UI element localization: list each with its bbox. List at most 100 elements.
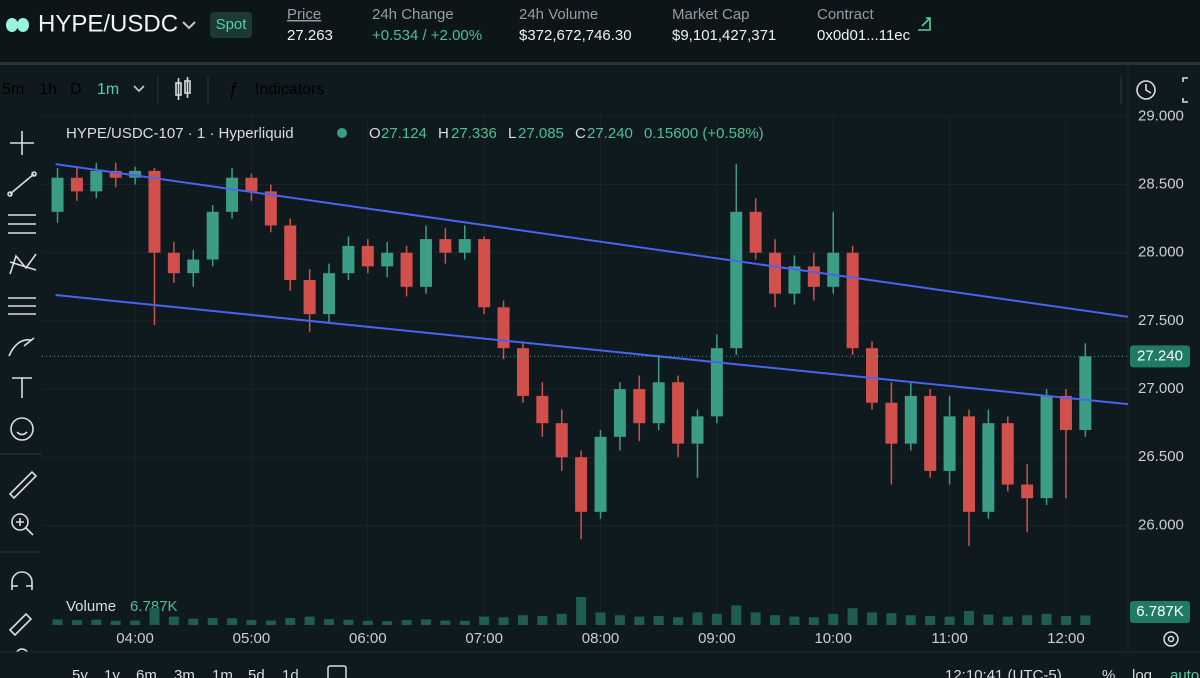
volume-bar xyxy=(149,608,160,625)
candle-body xyxy=(497,307,510,349)
indicators-icon[interactable]: ƒ xyxy=(228,79,238,99)
volume-bar xyxy=(304,616,315,625)
settings-icon[interactable] xyxy=(1163,631,1179,647)
range[interactable]: 1y xyxy=(104,667,120,678)
volume-bar xyxy=(537,615,548,625)
candle-body xyxy=(536,395,549,424)
scale-option[interactable]: log xyxy=(1132,667,1152,678)
candle-body xyxy=(1079,356,1092,430)
scale-option[interactable]: auto xyxy=(1170,667,1199,678)
candle-body xyxy=(885,402,898,444)
candle-body xyxy=(1059,395,1072,430)
volume-bar xyxy=(944,616,955,625)
date-picker-icon[interactable] xyxy=(327,665,347,678)
candle-body xyxy=(710,348,723,417)
volume-bar xyxy=(459,620,470,625)
volume-bar xyxy=(1022,615,1033,625)
candle-body xyxy=(575,457,588,512)
candle-body xyxy=(866,348,879,403)
replay-icon[interactable] xyxy=(1136,80,1156,100)
stat-label: Contract xyxy=(817,6,875,23)
candle-body xyxy=(613,389,626,437)
footer-bg xyxy=(0,652,1200,678)
status-dot xyxy=(337,128,347,138)
interval[interactable]: D xyxy=(70,81,82,98)
candle-body xyxy=(672,382,685,444)
x-tick-label: 12:00 xyxy=(1047,630,1085,647)
spot-badge xyxy=(210,12,252,38)
range[interactable]: 5d xyxy=(248,667,265,678)
indicators[interactable]: Indicators xyxy=(255,81,324,98)
volume-bar xyxy=(110,620,121,625)
volume-bar xyxy=(227,618,238,625)
volume-bar xyxy=(711,613,722,625)
candle-body xyxy=(516,348,529,396)
drawing-tools[interactable] xyxy=(7,131,38,675)
volume-bar xyxy=(770,615,781,625)
market-type: Spot xyxy=(216,16,248,33)
x-tick-label: 10:00 xyxy=(814,630,852,647)
volume-bar xyxy=(963,611,974,625)
header-bg xyxy=(0,0,1200,62)
volume-bar xyxy=(517,615,528,625)
interval[interactable]: 1h xyxy=(39,81,57,98)
volume-bar xyxy=(188,618,199,625)
y-tick-label: 26.000 xyxy=(1138,516,1184,533)
x-tick-label: 11:00 xyxy=(931,630,967,647)
candle-body xyxy=(691,416,704,444)
candle-body xyxy=(109,170,122,178)
candle-body xyxy=(943,416,956,471)
legend-value: 27.336 xyxy=(451,125,497,142)
price-tag-bg xyxy=(1130,345,1190,368)
volume-bar xyxy=(731,605,742,625)
range[interactable]: 1m xyxy=(212,667,233,678)
candle-body xyxy=(51,177,64,212)
legend-key: C xyxy=(575,125,586,142)
volume-bar xyxy=(1041,613,1052,625)
volume-bar xyxy=(324,619,335,625)
volume-bar xyxy=(653,615,664,625)
range-buttons: 5y 1y 6m 3m 1m 5d 1d 12:10:41 (UTC-5) % … xyxy=(72,667,1199,678)
candle-body xyxy=(284,225,297,280)
x-tick-label: 09:00 xyxy=(698,630,736,647)
range[interactable]: 5y xyxy=(72,667,88,678)
volume-bar xyxy=(576,597,587,625)
external-link[interactable] xyxy=(918,17,931,31)
plot-area: 26.000 26.500 27.000 27.500 28.000 28.500 29.0… xyxy=(42,62,1190,652)
candle-body xyxy=(361,245,374,267)
stat-value[interactable]: 0x0d01...11ec xyxy=(817,27,911,44)
candle-body xyxy=(148,170,161,253)
range[interactable]: 3m xyxy=(174,667,195,678)
candle-body xyxy=(730,211,743,349)
range[interactable]: 1d xyxy=(282,667,299,678)
volume-bar xyxy=(207,618,218,625)
volume-bar xyxy=(362,620,373,625)
volume-bar xyxy=(867,612,878,625)
candle-body xyxy=(342,245,355,274)
candle-body xyxy=(594,436,607,512)
scale-option[interactable]: % xyxy=(1102,667,1115,678)
volume-bar xyxy=(479,616,490,625)
stat-value: 27.263 xyxy=(287,27,333,44)
candle-body xyxy=(788,266,801,294)
interval-active[interactable]: 1m xyxy=(97,81,119,98)
pair[interactable]: HYPE/USDC xyxy=(38,10,178,37)
x-tick-label: 07:00 xyxy=(465,630,503,647)
interval[interactable]: 5m xyxy=(2,81,24,98)
stat-label: Price xyxy=(287,6,321,23)
candle-body xyxy=(962,416,975,512)
volume-tag-bg xyxy=(1130,601,1190,623)
candle-body xyxy=(982,423,995,512)
range[interactable]: 6m xyxy=(136,667,157,678)
y-tick-label: 28.500 xyxy=(1138,176,1184,193)
pair-dropdown[interactable] xyxy=(182,21,196,30)
candle-body xyxy=(807,266,820,287)
candle-type-icon[interactable] xyxy=(175,77,191,100)
candle-body xyxy=(303,280,316,315)
candle-body xyxy=(206,211,219,260)
clock: 12:10:41 (UTC-5) xyxy=(945,667,1062,678)
interval-dropdown[interactable] xyxy=(133,85,145,93)
fullscreen-icon[interactable] xyxy=(1182,77,1188,103)
volume-bar xyxy=(750,612,761,625)
volume-bar xyxy=(634,616,645,625)
